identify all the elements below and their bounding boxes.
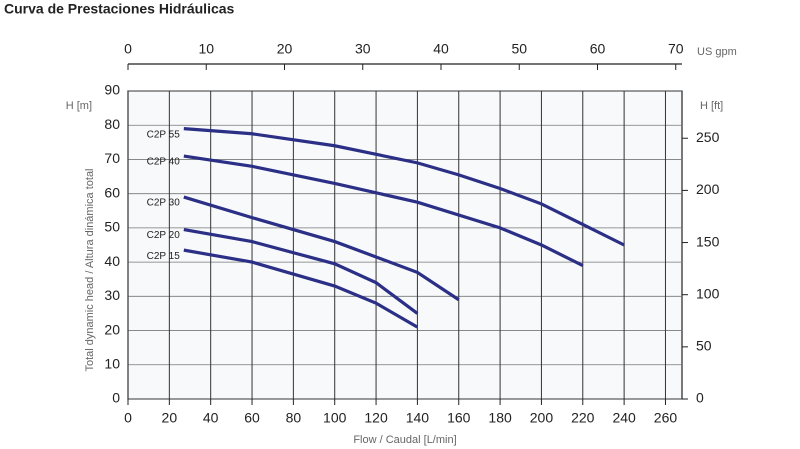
y-tick-label: 40 [104,253,120,269]
y-tick-label: 10 [104,355,120,371]
y2-tick-label: 50 [696,338,712,354]
y-axis-unit: H [m] [66,100,92,112]
series-label: C2P 15 [147,251,181,262]
series-label: C2P 20 [147,230,181,241]
y2-tick-label: 0 [696,390,704,406]
series-label: C2P 30 [147,198,181,209]
chart-title: Curva de Prestaciones Hidráulicas [4,1,235,17]
plot-area [127,90,683,400]
x2-tick-label: 40 [433,41,449,57]
y-tick-label: 70 [104,150,120,166]
x2-tick-label: 30 [355,41,371,57]
x-tick-label: 240 [612,410,636,426]
series-line [183,154,584,267]
y-tick-label: 20 [104,321,120,337]
y-tick-label: 0 [112,390,120,406]
y2-tick-label: 150 [696,233,720,249]
y-tick-label: 80 [104,116,120,132]
x2-tick-label: 10 [198,41,214,57]
x-tick-label: 100 [323,410,347,426]
y-tick-label: 60 [104,184,120,200]
x2-tick-label: 0 [124,41,132,57]
series-label: C2P 40 [147,157,181,168]
y2-tick-label: 250 [696,129,720,145]
x-tick-label: 0 [124,410,132,426]
x-tick-label: 20 [162,410,178,426]
x-tick-label: 260 [654,410,678,426]
x-tick-label: 180 [488,410,512,426]
y-tick-label: 90 [104,82,120,98]
x-tick-label: 220 [571,410,595,426]
x-tick-label: 60 [244,410,260,426]
x-tick-label: 120 [364,410,388,426]
x-tick-label: 140 [406,410,430,426]
series-label: C2P 55 [147,129,181,140]
series-line [183,127,625,247]
x2-tick-label: 20 [277,41,293,57]
x2-tick-label: 50 [511,41,527,57]
x-tick-label: 200 [530,410,554,426]
x-tick-label: 80 [286,410,302,426]
y2-tick-label: 100 [696,285,720,301]
y2-tick-label: 200 [696,181,720,197]
x2-axis-label: US gpm [697,46,737,58]
y-tick-label: 50 [104,219,120,235]
x2-tick-label: 60 [590,41,606,57]
y-tick-label: 30 [104,287,120,303]
x-tick-label: 40 [203,410,219,426]
series-line [183,228,419,315]
x-axis-label: Flow / Caudal [L/min] [353,434,456,446]
series-line [183,195,460,302]
series-line [183,248,419,329]
x2-tick-label: 70 [668,41,684,57]
y-axis-label: Total dynamic head / Altura dinámica tot… [84,168,96,371]
x-tick-label: 160 [447,410,471,426]
y2-axis-label: H [ft] [700,100,723,112]
